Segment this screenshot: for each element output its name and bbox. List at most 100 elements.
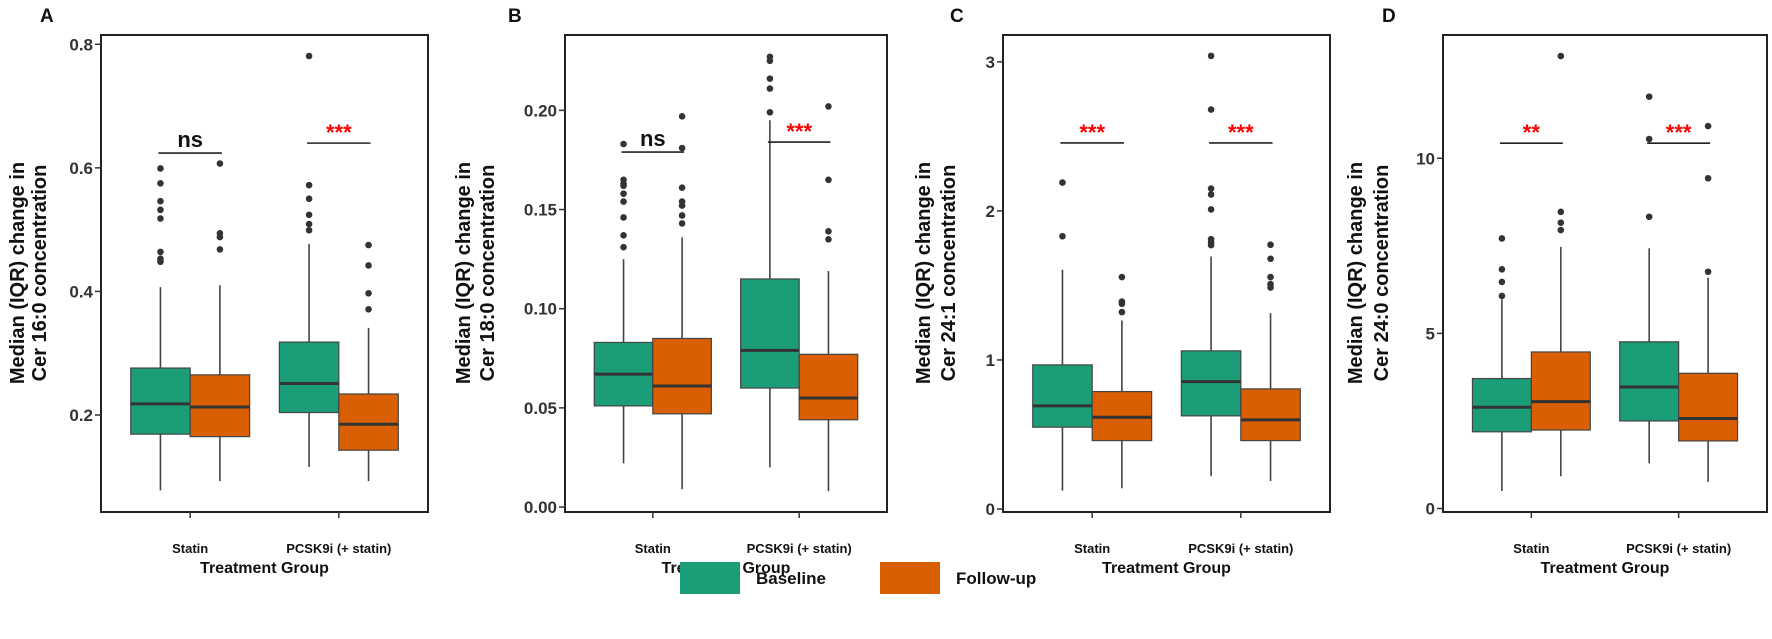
box-follow-up-statin xyxy=(652,113,712,490)
panel-label: C xyxy=(950,6,964,27)
outlier-point xyxy=(1207,191,1215,198)
outlier-point xyxy=(157,179,164,187)
panel-a: A 0.2 0.4 0.6 0.8 Median (IQR) change in Cer 1… xyxy=(7,6,429,577)
y-tick-label: 0 xyxy=(986,500,995,519)
y-tick-label: 0.20 xyxy=(524,101,557,120)
outlier-point xyxy=(1267,273,1274,281)
x-tick-label: Statin xyxy=(1513,541,1549,556)
box-follow-up-pcsk9i xyxy=(338,241,399,482)
outlier-point xyxy=(1557,208,1565,216)
y-tick-label: 0.2 xyxy=(69,406,93,425)
outlier-point xyxy=(305,181,313,189)
outlier-point xyxy=(678,202,686,209)
outlier-point xyxy=(157,206,164,214)
outlier-point xyxy=(365,262,372,269)
x-tick-label: Statin xyxy=(172,541,208,556)
outlier-point xyxy=(678,220,686,227)
outlier-point xyxy=(620,190,627,197)
box-baseline-statin xyxy=(1471,235,1532,491)
outlier-point xyxy=(766,109,774,116)
outlier-point xyxy=(216,246,224,253)
outlier-point xyxy=(1704,174,1712,182)
significance-label: *** xyxy=(1666,120,1692,145)
box-iqr xyxy=(740,278,800,389)
box-baseline-statin xyxy=(1032,179,1093,491)
y-tick-label: 3 xyxy=(986,53,995,72)
box-iqr xyxy=(1678,372,1739,442)
legend-label: Follow-up xyxy=(956,569,1036,588)
outlier-point xyxy=(620,214,627,221)
box-iqr xyxy=(652,337,712,415)
y-axis-label-line2: Cer 24:0 concentration xyxy=(1371,165,1393,382)
box-iqr xyxy=(798,353,859,421)
outlier-point xyxy=(365,289,372,297)
outlier-point xyxy=(1059,179,1066,186)
panel-b: B 0.00 0.05 0.10 0.15 0.20 Median (IQR) change… xyxy=(453,6,888,577)
box-iqr xyxy=(338,393,399,451)
y-tick-label: 0.10 xyxy=(524,300,557,319)
significance-label: ns xyxy=(177,127,203,152)
outlier-point xyxy=(1267,284,1274,291)
x-tick-label: PCSK9i (+ statin) xyxy=(747,541,852,556)
outlier-point xyxy=(365,241,372,249)
outlier-point xyxy=(1207,206,1215,213)
outlier-point xyxy=(305,220,313,228)
outlier-point xyxy=(620,232,627,239)
box-baseline-pcsk9i xyxy=(740,53,800,468)
outlier-point xyxy=(216,160,224,167)
y-tick-label: 5 xyxy=(1426,324,1435,343)
outlier-point xyxy=(766,75,774,82)
legend-swatch xyxy=(880,562,940,594)
box-iqr xyxy=(1240,388,1301,442)
box-baseline-statin xyxy=(593,140,654,464)
outlier-point xyxy=(766,57,774,65)
box-follow-up-pcsk9i xyxy=(1240,241,1301,481)
y-tick-label: 0.6 xyxy=(69,159,93,178)
outlier-point xyxy=(678,184,686,192)
outlier-point xyxy=(1645,135,1653,143)
outlier-point xyxy=(1498,235,1506,242)
y-axis-label-line2: Cer 24:1 concentration xyxy=(938,165,960,382)
outlier-point xyxy=(1498,292,1506,300)
outlier-point xyxy=(216,233,224,241)
box-follow-up-pcsk9i xyxy=(1678,122,1739,482)
outlier-point xyxy=(157,248,164,256)
outlier-point xyxy=(1118,300,1126,308)
significance-label: *** xyxy=(1228,120,1254,145)
y-tick-label: 2 xyxy=(986,202,995,221)
x-tick-label: PCSK9i (+ statin) xyxy=(1626,541,1731,556)
x-axis-label: Treatment Group xyxy=(1102,560,1231,577)
outlier-point xyxy=(1207,241,1215,249)
legend-item-baseline: Baseline xyxy=(680,562,826,594)
outlier-point xyxy=(305,195,313,203)
y-tick-label: 0.8 xyxy=(69,35,93,54)
y-axis-label-line1: Median (IQR) change in xyxy=(7,162,29,384)
outlier-point xyxy=(678,212,686,219)
outlier-point xyxy=(1118,308,1126,316)
panel-label: A xyxy=(40,6,54,27)
outlier-point xyxy=(825,228,832,235)
y-tick-label: 0 xyxy=(1426,499,1435,518)
outlier-point xyxy=(1645,213,1653,221)
box-follow-up-statin xyxy=(189,160,251,482)
box-iqr xyxy=(278,341,340,414)
outlier-point xyxy=(1645,93,1653,100)
legend-swatch xyxy=(680,562,740,594)
box-baseline-pcsk9i xyxy=(1619,93,1680,464)
box-baseline-pcsk9i xyxy=(1180,52,1242,476)
outlier-point xyxy=(305,52,313,60)
outlier-point xyxy=(620,140,627,148)
outlier-point xyxy=(620,198,627,205)
outlier-point xyxy=(825,235,832,243)
significance-label: *** xyxy=(1079,120,1105,145)
x-tick-label: PCSK9i (+ statin) xyxy=(1188,541,1293,556)
outlier-point xyxy=(1267,241,1274,249)
outlier-point xyxy=(1557,219,1565,227)
box-iqr xyxy=(130,367,191,435)
legend-label: Baseline xyxy=(756,569,826,588)
legend: Baseline Follow-up xyxy=(680,562,1036,594)
outlier-point xyxy=(1557,226,1565,234)
y-tick-label: 0.00 xyxy=(524,498,557,517)
outlier-point xyxy=(1059,232,1066,240)
